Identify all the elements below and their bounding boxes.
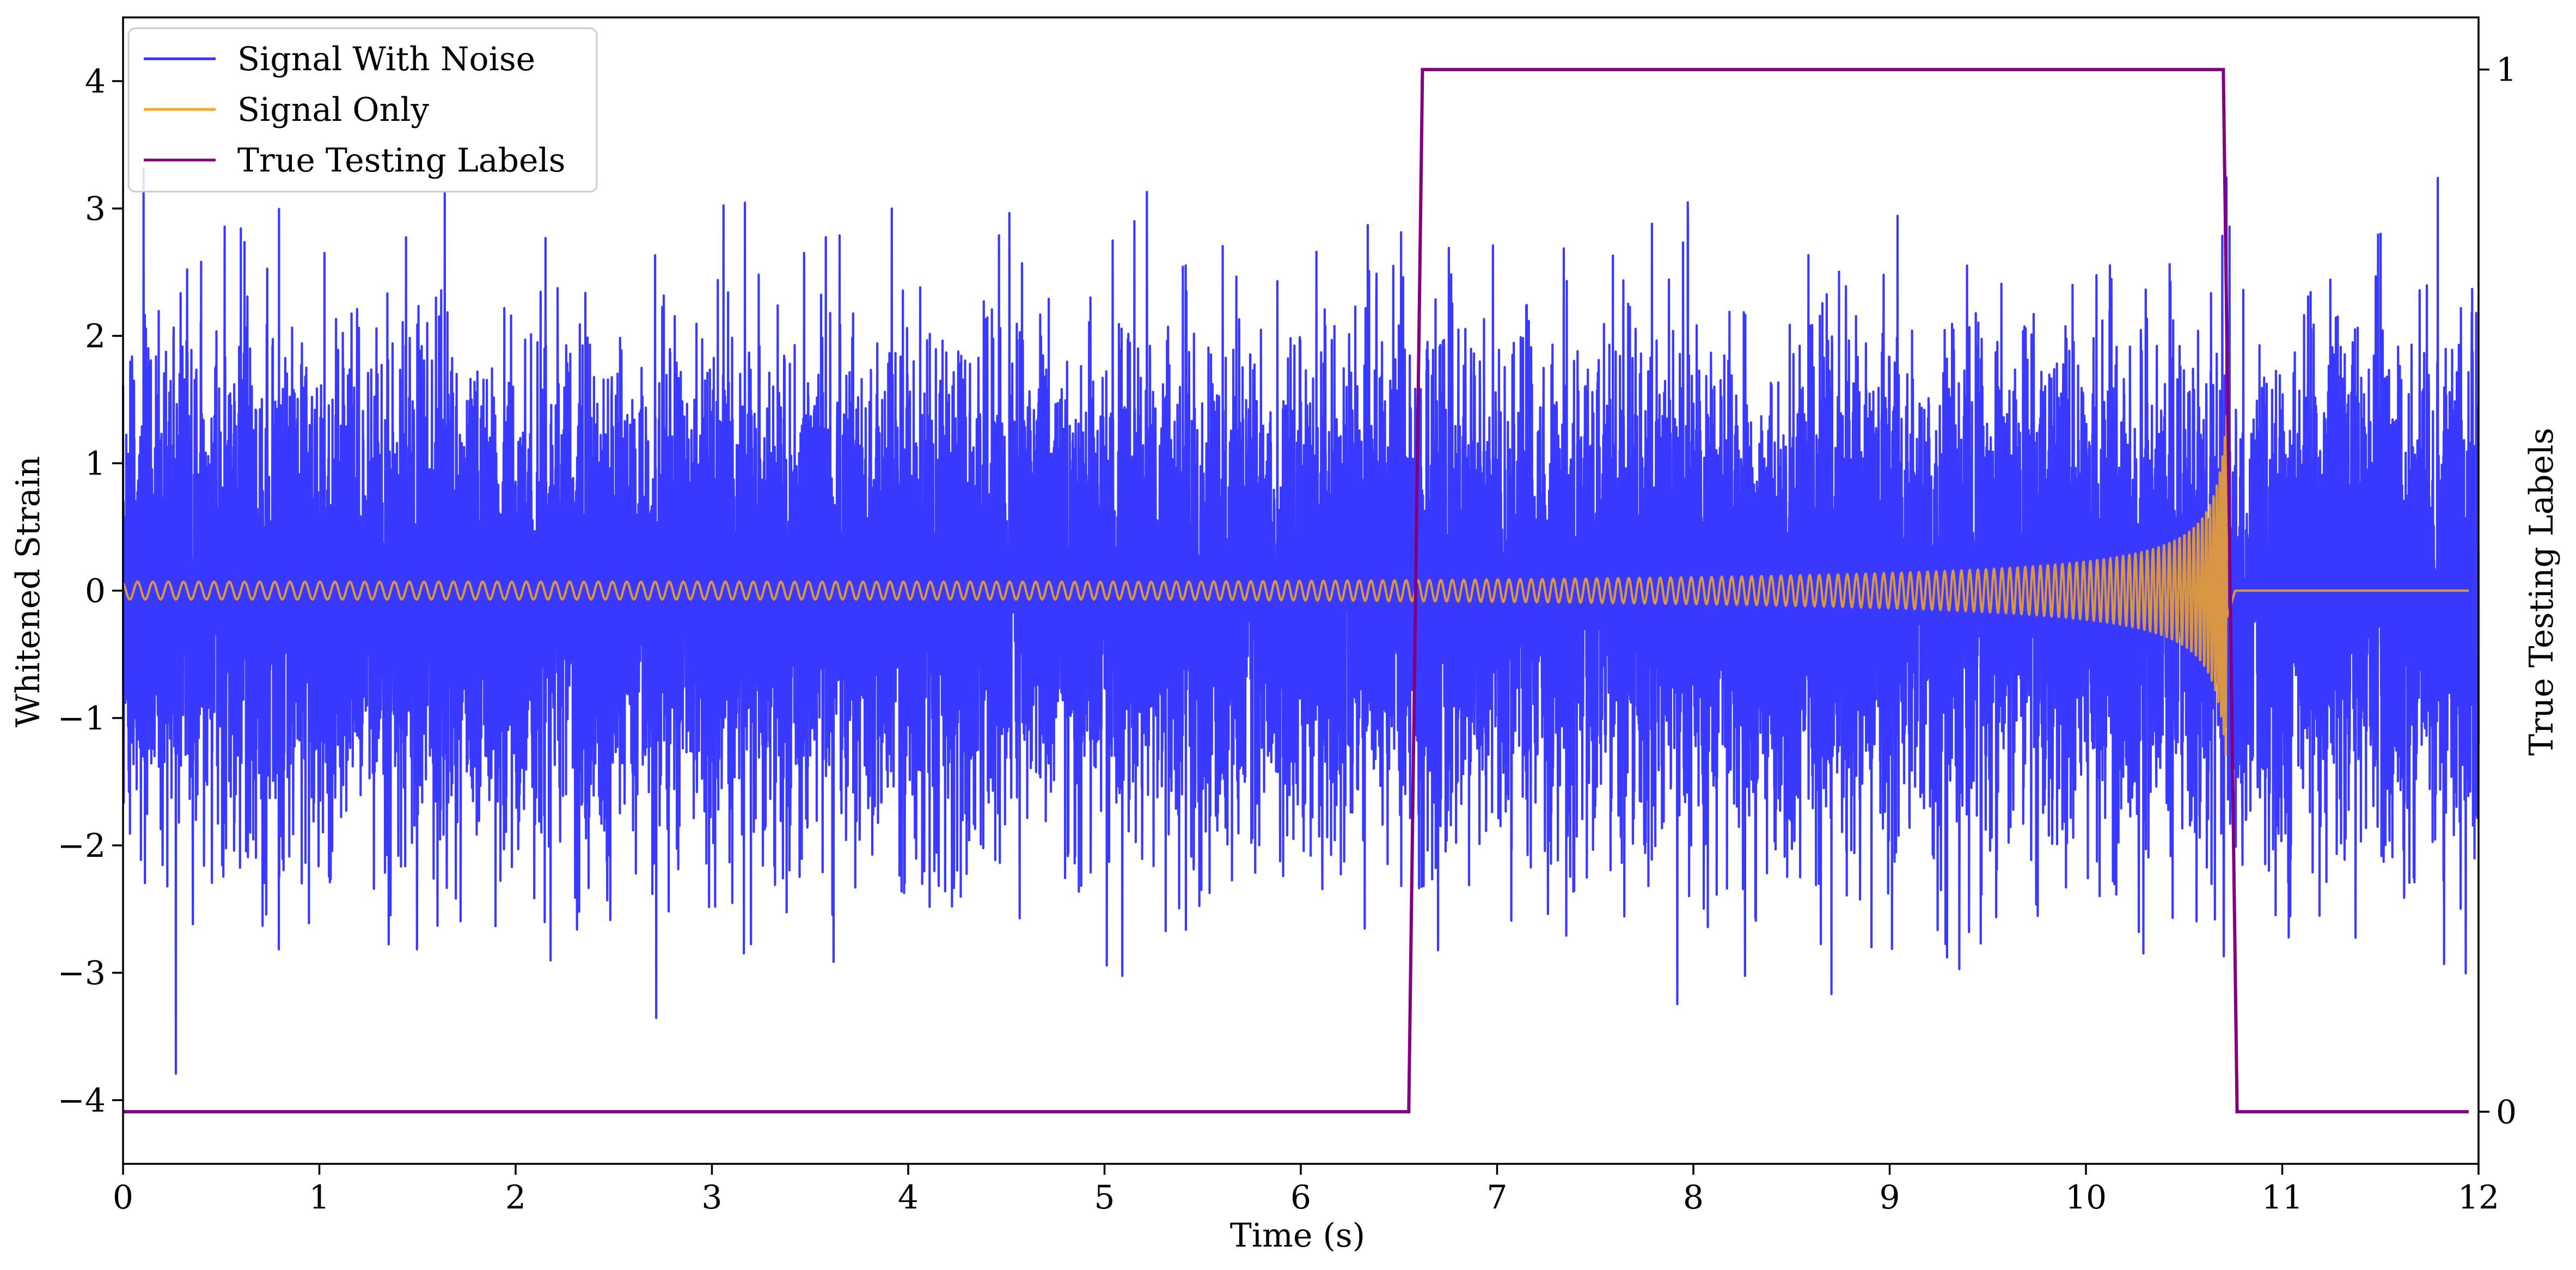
legend-label: Signal Only: [237, 91, 429, 129]
y2-tick-label: 1: [2496, 51, 2517, 89]
y-tick-label: −3: [58, 954, 106, 992]
x-tick-label: 9: [1879, 1179, 1900, 1217]
x-tick-label: 1: [309, 1179, 329, 1217]
right-y-axis-label: True Testing Labels: [2523, 428, 2561, 756]
x-tick-label: 10: [2065, 1179, 2107, 1217]
y2-tick-label: 0: [2496, 1093, 2517, 1131]
y-axis-label: Whitened Strain: [9, 456, 47, 727]
x-tick-label: 0: [113, 1179, 133, 1217]
y-tick-label: −2: [58, 827, 106, 865]
x-tick-label: 7: [1486, 1179, 1507, 1217]
legend-box: [127, 27, 598, 193]
legend: Signal With Noise Signal Only True Testing…: [127, 27, 598, 193]
y-tick-label: 3: [85, 190, 106, 228]
y-tick-label: 1: [85, 445, 106, 483]
y-tick-label: −1: [58, 700, 106, 738]
y-tick-label: 2: [85, 317, 106, 355]
x-tick-label: 2: [505, 1179, 526, 1217]
y-tick-label: −4: [58, 1082, 106, 1120]
series-signal-only: [122, 415, 2469, 756]
y-tick-label: 0: [85, 572, 106, 610]
x-tick-label: 11: [2261, 1179, 2303, 1217]
x-tick-label: 6: [1290, 1179, 1311, 1217]
x-axis-label: Time (s): [1230, 1217, 1365, 1255]
series-true-testing-labels: [123, 68, 2469, 1114]
legend-label: Signal With Noise: [237, 40, 535, 78]
x-tick-label: 3: [701, 1179, 722, 1217]
x-tick-label: 4: [898, 1179, 919, 1217]
x-tick-label: 12: [2458, 1179, 2499, 1217]
legend-label: True Testing Labels: [237, 142, 566, 180]
plot-area: [121, 68, 2480, 1114]
x-tick-label: 5: [1094, 1179, 1115, 1217]
y-tick-label: 4: [85, 63, 106, 101]
x-tick-label: 8: [1683, 1179, 1704, 1217]
